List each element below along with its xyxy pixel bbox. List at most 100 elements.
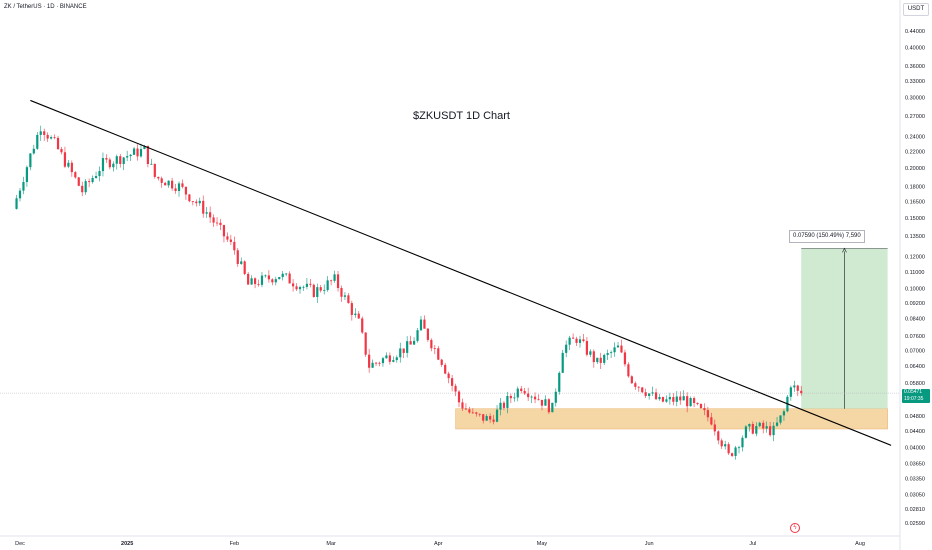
candle-body [188,194,191,202]
candle-body [271,279,274,283]
candle-body [447,373,450,379]
zones-layer [455,247,888,430]
candle-body [689,398,692,407]
candle-body [209,212,212,218]
candle-body [288,273,291,284]
candle-body [25,167,29,182]
candle-body [793,385,796,388]
candle-body [675,396,678,402]
candle-body [561,352,564,373]
y-tick-label: 0.44000 [905,29,925,35]
candle-body [215,222,219,224]
candle-body [160,178,163,183]
candle-body [502,402,506,408]
candle-body [706,410,710,418]
y-tick-label: 0.03050 [905,493,925,499]
candle-body [464,408,468,410]
candle-body [765,426,768,429]
y-tick-label: 0.30000 [905,96,925,102]
candle-body [741,437,744,448]
candle-body [475,412,478,414]
candle-body [260,275,264,285]
x-tick-label: May [537,541,548,547]
candle-body [212,217,215,223]
candle-body [105,158,108,160]
candle-body [243,261,246,274]
candle-body [717,431,720,441]
candle-body [737,447,741,449]
candle-body [81,185,84,193]
candle-body [637,386,640,388]
candle-body [46,134,49,139]
y-tick-label: 0.07600 [905,334,925,340]
symbol-label[interactable]: ZK / TetherUS · 1D · BINANCE [4,4,87,10]
candle-body [343,295,347,297]
candle-body [654,392,658,400]
candle-body [354,313,357,315]
candle-body [789,387,792,397]
candle-body [748,423,751,427]
trendline [30,99,892,446]
y-tick-label: 0.33000 [905,79,925,85]
candle-body [164,182,167,186]
candle-body [253,278,257,285]
candle-body [205,212,208,214]
y-tick-label: 0.27000 [905,114,925,120]
candle-body [406,341,409,353]
candle-body [585,341,589,355]
candle-body [340,288,343,297]
candle-body [70,162,73,173]
candle-body [122,157,125,164]
candle-body [800,390,803,394]
x-tick-label: Aug [855,541,865,547]
candle-body [150,163,153,165]
candle-body [527,393,530,398]
candle-body [167,180,170,186]
candle-body [129,154,132,157]
x-tick-label: Jul [749,541,756,547]
candle-body [50,137,53,139]
y-tick-label: 0.07000 [905,348,925,354]
candle-body [274,279,277,283]
candle-body [599,357,602,363]
y-tick-label: 0.05800 [905,381,925,387]
candle-body [60,149,63,153]
candle-body [67,162,70,167]
candle-body [537,399,540,401]
candle-body [170,180,174,189]
candle-body [478,413,481,415]
y-tick-label: 0.12000 [905,255,925,261]
candle-body [596,357,599,363]
candle-body [530,396,533,398]
candle-body [412,340,416,345]
candle-body [578,339,582,343]
candle-body [84,181,87,193]
candle-body [195,201,198,204]
candle-body [558,372,561,392]
candle-body [692,398,696,404]
candle-body [236,250,239,264]
y-tick-label: 0.03350 [905,476,925,482]
candle-body [623,352,627,365]
candle-body [157,176,160,179]
candle-body [219,222,222,226]
last-price-value: 0.05471 [904,389,923,395]
candle-body [278,277,281,280]
currency-label[interactable]: USDT [903,3,929,16]
candle-body [485,416,488,421]
candle-body [264,275,267,277]
lightning-icon[interactable]: ϟ [790,523,800,533]
candle-body [533,396,537,400]
y-tick-label: 0.24000 [905,134,925,140]
candle-body [554,391,557,403]
candle-body [101,158,105,172]
candle-body [444,364,447,374]
candle-body [77,177,80,186]
candle-body [758,422,761,427]
candle-body [32,148,35,154]
candle-body [153,163,156,177]
y-tick-label: 0.08400 [905,317,925,323]
y-tick-label: 0.06400 [905,364,925,370]
candle-body [409,341,412,345]
